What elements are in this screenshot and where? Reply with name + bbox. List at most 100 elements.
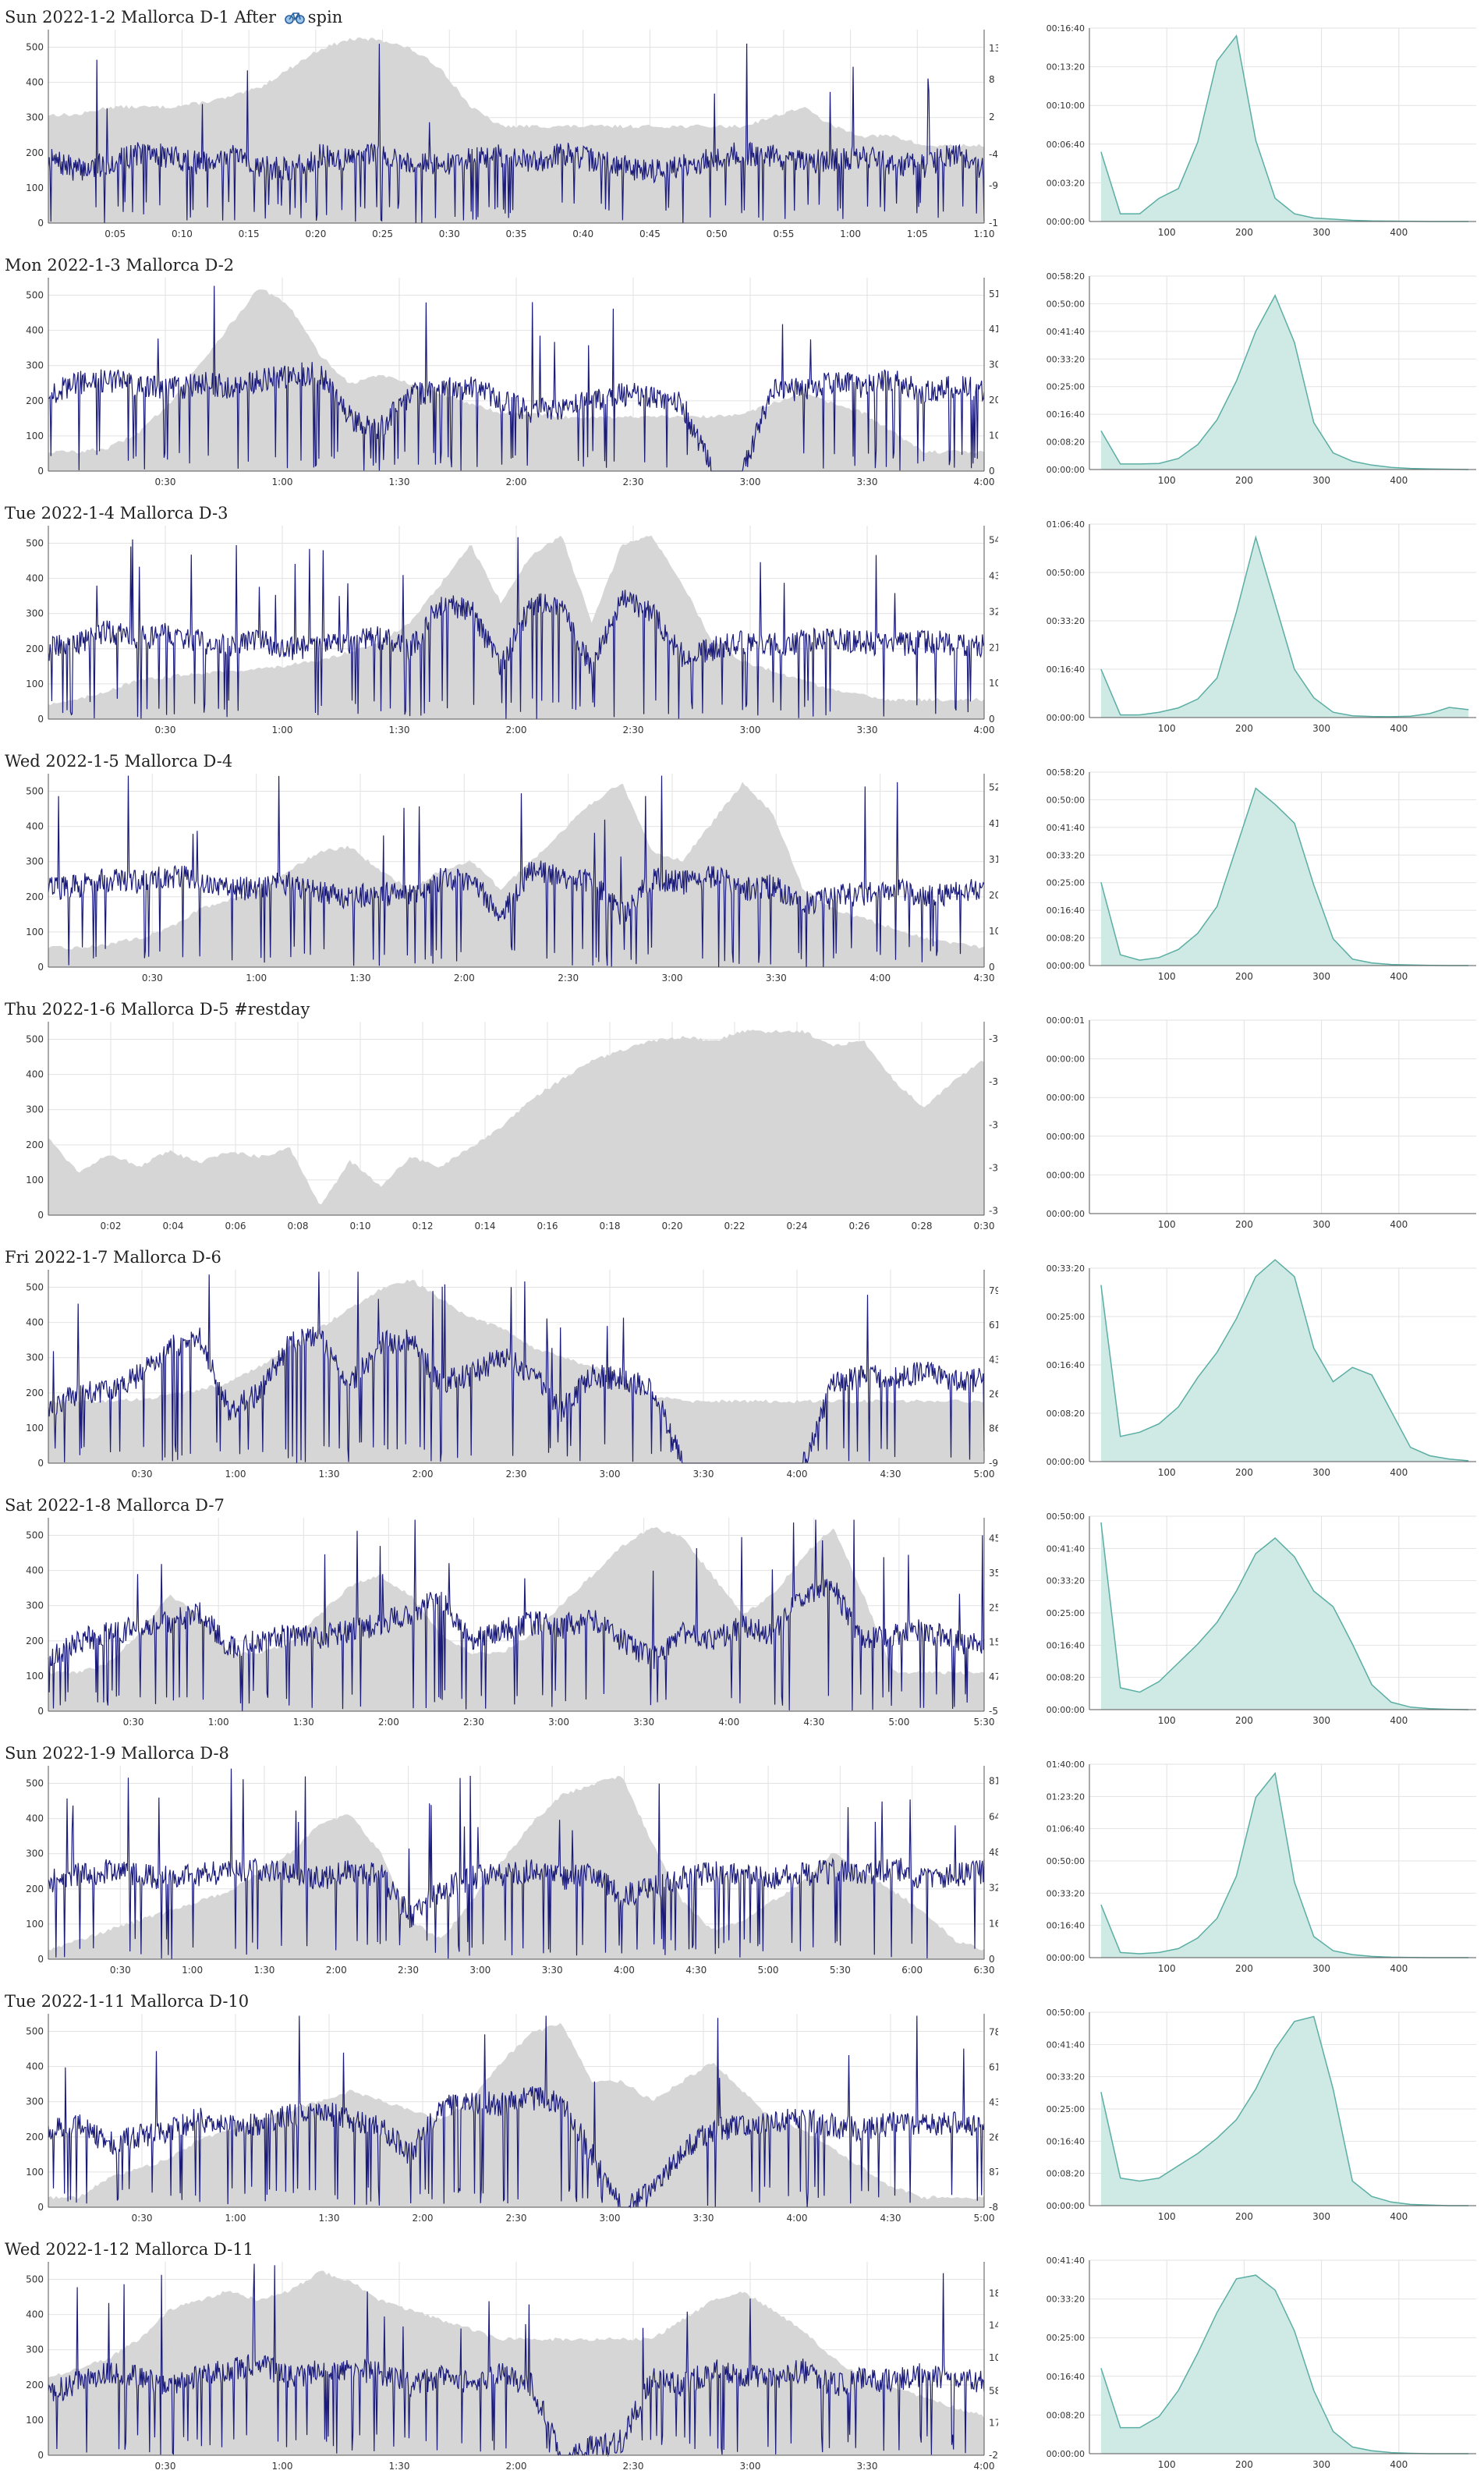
histogram-x-tick-label: 300	[1312, 2459, 1330, 2470]
histogram-y-tick-label: 00:58:20	[1047, 767, 1085, 778]
histogram-y-tick-label: 00:13:20	[1047, 62, 1085, 73]
x-tick-label: 0:02	[101, 1221, 122, 1232]
power-elevation-chart: 0 100 200 300 400 500 0:30 1:00 1:30 2:00 2:30 3:00…	[26, 1766, 998, 1976]
y2-tick-label: 327	[989, 607, 998, 618]
power-histogram-chart: 00:00:00 00:16:40 00:33:20 00:50:00 01:06:40…	[1047, 519, 1476, 734]
histogram-y-tick-label: 00:08:20	[1047, 934, 1085, 944]
x-tick-label: 3:00	[740, 725, 761, 735]
y-tick-label: 400	[26, 821, 44, 832]
histogram-x-tick-label: 200	[1235, 1963, 1253, 1974]
y-tick-label: 100	[26, 679, 44, 689]
y2-tick-label: -36	[989, 1119, 998, 1130]
histogram-x-tick-label: 100	[1158, 1219, 1176, 1230]
y2-tick-label: -4	[989, 149, 998, 160]
y-tick-label: 400	[26, 77, 44, 88]
histogram-y-tick-label: 00:00:00	[1047, 2449, 1085, 2459]
y2-tick-label: 616	[989, 1320, 998, 1331]
y2-tick-label: 810	[989, 1776, 998, 1787]
histogram-area	[1100, 1522, 1469, 1710]
y-tick-label: 300	[26, 856, 44, 867]
power-histogram-chart: 00:00:00 00:08:20 00:16:40 00:25:00 00:33:20…	[1047, 2008, 1476, 2222]
y-tick-label: 200	[26, 147, 44, 158]
x-tick-label: 1:30	[319, 2213, 340, 2224]
x-tick-label: 0:20	[662, 1221, 683, 1232]
histogram-y-tick-label: 00:16:40	[1047, 2372, 1085, 2382]
ride-block: Sun 2022-1-9 Mallorca D-8 0 100 200 300 400 50…	[0, 1736, 1484, 1984]
x-tick-label: 0:06	[225, 1221, 246, 1232]
ride-block: Tue 2022-1-4 Mallorca D-3 0 100 200 300 400 50…	[0, 496, 1484, 744]
y2-tick-label: -38	[989, 1205, 998, 1216]
y2-tick-label: 8	[989, 74, 995, 85]
x-tick-label: 3:00	[740, 2461, 761, 2472]
y-tick-label: 500	[26, 1778, 44, 1789]
y2-tick-label: 103	[989, 430, 998, 441]
histogram-x-tick-label: 100	[1158, 2459, 1176, 2470]
histogram-x-tick-label: 200	[1235, 475, 1253, 486]
x-tick-label: 3:00	[548, 1717, 569, 1728]
x-tick-label: 1:30	[293, 1717, 314, 1728]
x-tick-label: 2:30	[398, 1965, 419, 1976]
x-tick-label: 5:30	[974, 1717, 995, 1728]
y-tick-label: 100	[26, 183, 44, 193]
y-tick-label: 300	[26, 1352, 44, 1363]
y2-tick-label: 58	[989, 2385, 998, 2396]
x-tick-label: 0:14	[475, 1221, 496, 1232]
x-tick-label: 0:30	[132, 2213, 153, 2224]
histogram-x-tick-label: 400	[1390, 227, 1408, 238]
y-tick-label: 300	[26, 608, 44, 619]
x-tick-label: 4:00	[787, 2213, 808, 2224]
ride-title: Wed 2022-1-12 Mallorca D-11	[5, 2240, 253, 2259]
power-elevation-chart: 0 100 200 300 400 500 0:05 0:10 0:15 0:20 0:25 0:30…	[26, 30, 998, 239]
ride-title-text: Fri 2022-1-7 Mallorca D-6	[5, 1248, 221, 1267]
y-tick-label: 100	[26, 1919, 44, 1930]
x-tick-label: 1:00	[272, 725, 293, 735]
histogram-y-tick-label: 00:33:20	[1047, 1263, 1085, 1274]
y-tick-label: 0	[37, 218, 44, 229]
histogram-y-tick-label: 00:33:20	[1047, 2295, 1085, 2305]
histogram-y-tick-label: 00:50:00	[1047, 299, 1085, 309]
y2-tick-label: 513	[989, 289, 998, 299]
histogram-y-tick-label: 00:33:20	[1047, 1888, 1085, 1898]
histogram-y-tick-label: 00:00:00	[1047, 1705, 1085, 1715]
histogram-y-tick-label: 00:33:20	[1047, 354, 1085, 364]
histogram-x-tick-label: 100	[1158, 475, 1176, 486]
power-elevation-chart: 0 100 200 300 400 500 0:02 0:04 0:06 0:08 0:10 0:12…	[26, 1022, 998, 1232]
y2-tick-label: -37	[989, 1162, 998, 1173]
x-tick-label: 5:00	[974, 1469, 995, 1480]
histogram-y-tick-label: 00:50:00	[1047, 568, 1085, 578]
histogram-y-tick-label: 00:00:00	[1047, 2201, 1085, 2211]
x-tick-label: 4:00	[718, 1717, 739, 1728]
histogram-area	[1100, 537, 1469, 718]
y2-tick-label: 416	[989, 818, 998, 829]
histogram-line	[1100, 1259, 1469, 1462]
y2-tick-label: 162	[989, 1918, 998, 1929]
histogram-area	[1100, 35, 1469, 222]
y-tick-label: 0	[37, 1706, 44, 1717]
elevation-area	[48, 1526, 984, 1711]
x-tick-label: 3:00	[740, 477, 761, 487]
x-tick-label: 0:12	[413, 1221, 434, 1232]
x-tick-label: 1:30	[389, 2461, 410, 2472]
x-tick-label: 1:00	[208, 1717, 229, 1728]
x-tick-label: 0:30	[110, 1965, 131, 1976]
y2-tick-label: -34	[989, 1033, 998, 1044]
x-tick-label: 1:30	[350, 973, 371, 984]
y-tick-label: 0	[37, 714, 44, 725]
x-tick-label: 1:30	[389, 725, 410, 735]
power-histogram-chart: 00:00:00 00:16:40 00:33:20 00:50:00 01:06:40…	[1047, 1760, 1476, 1974]
histogram-area	[1100, 1773, 1469, 1958]
x-tick-label: 0:45	[639, 229, 661, 239]
histogram-y-tick-label: 00:58:20	[1047, 271, 1085, 282]
bike-icon	[284, 12, 305, 24]
x-tick-label: 2:30	[463, 1717, 484, 1728]
x-tick-label: 1:00	[272, 2461, 293, 2472]
power-histogram-chart: 00:00:00 00:08:20 00:16:40 00:25:00 00:33:20…	[1047, 1512, 1476, 1726]
y-tick-label: 0	[37, 1954, 44, 1965]
power-elevation-chart: 0 100 200 300 400 500 0:30 1:00 1:30 2:00 2:30 3:00…	[26, 2014, 998, 2224]
y2-tick-label: 208	[989, 890, 998, 901]
y2-tick-label: -35	[989, 1076, 998, 1087]
histogram-area	[1100, 295, 1469, 470]
histogram-y-tick-label: 01:23:20	[1047, 1792, 1085, 1802]
x-tick-label: 4:00	[974, 477, 995, 487]
x-tick-label: 4:00	[974, 2461, 995, 2472]
